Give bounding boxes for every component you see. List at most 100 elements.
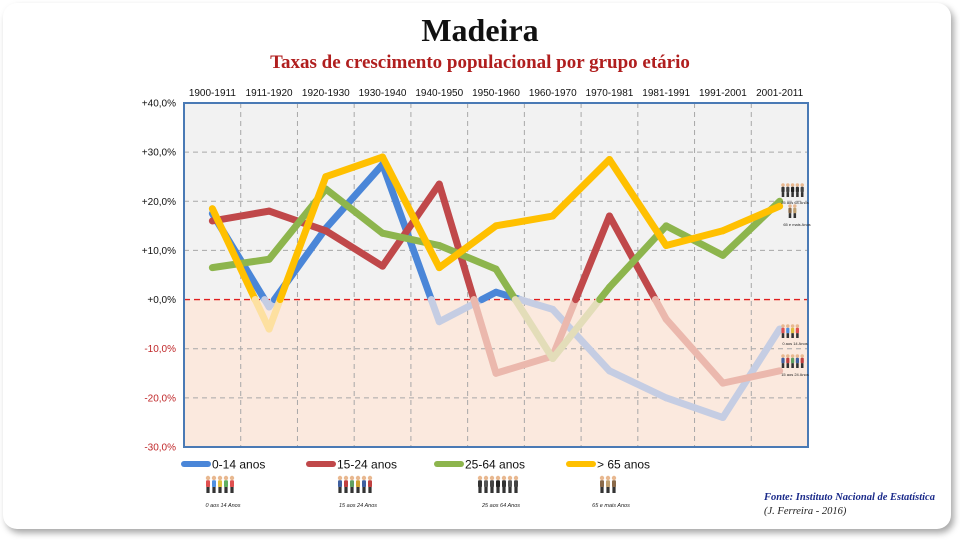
- series-segment: [719, 202, 784, 235]
- series-segment: [719, 367, 784, 387]
- figure-legs: [796, 192, 799, 197]
- figure-head: [367, 475, 373, 481]
- figure-legs: [350, 487, 354, 493]
- figure-body: [793, 207, 797, 214]
- y-tick-label: +10,0%: [142, 246, 176, 257]
- figure-body: [344, 480, 348, 488]
- figure-body: [612, 480, 616, 488]
- x-tick-label: 1911-1920: [246, 88, 294, 99]
- figure-body: [356, 480, 360, 488]
- figure-head: [513, 475, 519, 481]
- x-tick-label: 1991-2001: [699, 88, 747, 99]
- figure-head: [793, 204, 797, 208]
- series-65-anos: [208, 153, 784, 333]
- figure-body: [338, 480, 342, 488]
- figure-body: [206, 480, 210, 488]
- series-segment: [651, 296, 670, 323]
- legend-caption: 25 aos 64 Anos: [481, 503, 520, 509]
- series-segment: [208, 205, 259, 304]
- figure-legs: [612, 487, 616, 493]
- series-segment: [511, 296, 557, 363]
- figure-legs: [796, 333, 799, 338]
- figure-body: [224, 480, 228, 488]
- figure-head: [790, 354, 795, 358]
- figure-legs: [781, 192, 785, 197]
- figure-body: [362, 480, 366, 488]
- series-segment: [322, 153, 387, 181]
- series-segment: [322, 185, 387, 237]
- side-caption: 65 e mais Anos: [783, 222, 810, 227]
- series-segment: [435, 180, 478, 304]
- figure-body: [606, 480, 610, 488]
- series-segment: [265, 296, 284, 333]
- x-tick-label: 1960-1970: [529, 88, 577, 99]
- figure-body: [490, 480, 494, 488]
- figure-legs: [791, 192, 794, 197]
- y-tick-label: -20,0%: [144, 393, 176, 404]
- series-segment: [322, 227, 387, 270]
- series-segment: [208, 207, 273, 225]
- figure-head: [786, 354, 790, 358]
- x-tick-label: 1900-1911: [189, 88, 237, 99]
- series-segment: [549, 305, 613, 375]
- figure-legs: [356, 487, 360, 493]
- figure-head: [611, 475, 617, 481]
- figure-body: [786, 327, 790, 334]
- x-tick-label: 1930-1940: [359, 88, 407, 99]
- source-note: Fonte: Instituto Nacional de Estatística…: [764, 492, 935, 517]
- figure-head: [605, 475, 611, 481]
- figure-legs: [224, 487, 228, 493]
- figure-body: [496, 480, 500, 488]
- figure-head: [355, 475, 361, 481]
- figure-head: [483, 475, 489, 481]
- figure-body: [788, 207, 792, 214]
- side-figures-25-64: [781, 183, 804, 197]
- figure-head: [781, 324, 785, 328]
- figure-body: [800, 186, 804, 193]
- x-tick-label: 1950-1960: [472, 88, 520, 99]
- figure-legs: [791, 333, 794, 338]
- figure-body: [484, 480, 488, 488]
- side-figures-15-24: [781, 354, 804, 368]
- figure-legs: [212, 487, 216, 493]
- x-tick-label: 1940-1950: [415, 88, 463, 99]
- figure-legs: [786, 192, 790, 197]
- figure-body: [600, 480, 604, 488]
- figure-body: [368, 480, 372, 488]
- legend-caption: 65 e mais Anos: [592, 503, 630, 509]
- y-tick-label: +40,0%: [142, 99, 176, 110]
- figure-body: [795, 357, 799, 364]
- series-25-64-anos: [208, 185, 784, 363]
- series-segment: [662, 315, 727, 387]
- chart-title: Madeira: [421, 12, 539, 48]
- figure-legs: [502, 487, 506, 493]
- figure-body: [478, 480, 482, 488]
- figure-legs: [600, 487, 604, 493]
- figure-head: [343, 475, 349, 481]
- side-figures-65: [788, 204, 797, 218]
- figure-legs: [788, 213, 792, 218]
- y-tick-label: +30,0%: [142, 148, 176, 159]
- figure-legs: [484, 487, 488, 493]
- figure-body: [791, 357, 795, 364]
- figure-body: [781, 357, 785, 364]
- figure-legs: [514, 487, 518, 493]
- figure-head: [477, 475, 483, 481]
- series-segment: [605, 367, 670, 402]
- series-segment: [379, 180, 443, 270]
- figure-head: [781, 183, 785, 187]
- series-segment: [427, 296, 443, 326]
- series-segment: [435, 242, 500, 273]
- figure-legs: [230, 487, 234, 493]
- legend-figures: [205, 475, 235, 493]
- figure-legs: [508, 487, 512, 493]
- x-tick-label: 2001-2011: [756, 88, 804, 99]
- series-segment: [662, 394, 727, 422]
- y-tick-label: -10,0%: [144, 344, 176, 355]
- figure-legs: [606, 487, 610, 493]
- series-segment: [435, 222, 500, 272]
- figure-legs: [781, 333, 785, 338]
- figure-body: [218, 480, 222, 488]
- legend-label: 15-24 anos: [337, 458, 397, 472]
